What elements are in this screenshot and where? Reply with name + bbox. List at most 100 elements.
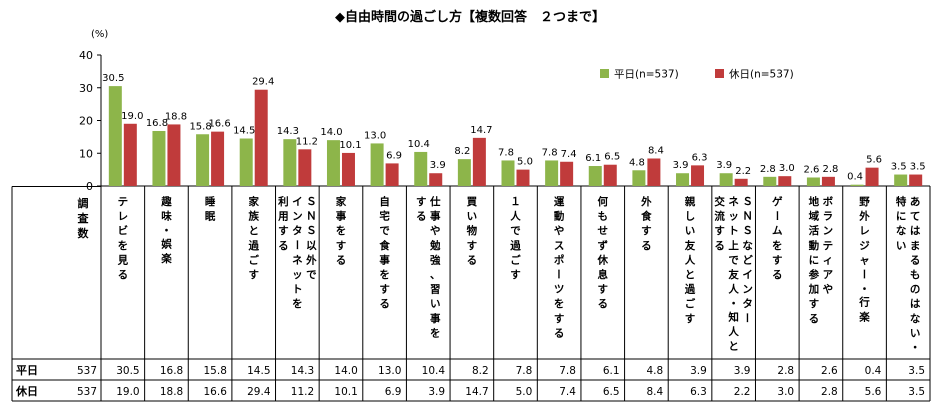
legend-swatch [600,69,609,78]
category-label-char: 宅 [379,210,390,223]
bar-value-label: 10.4 [408,139,430,150]
category-label-char: レ [859,225,870,237]
bar [298,149,312,186]
table-cell-value: 3.9 [734,365,751,377]
category-label-char: に [809,254,820,266]
category-label-char: 族 [248,210,259,223]
table-cell-value: 15.8 [204,365,227,377]
category-label-char: イ [292,196,303,208]
bar [894,174,908,186]
bar-value-label: 3.9 [716,160,732,171]
table-cell-value: 0.4 [865,365,882,377]
table-header-char: 調 [78,196,89,210]
table-cell-value: 3.9 [690,365,707,377]
category-label-char: す [379,284,390,296]
category-label-char: な [896,225,907,237]
category-label-char: ご [248,253,259,266]
category-label-char: 参 [809,268,820,281]
category-label-char: や [430,225,441,237]
category-label-char: す [598,284,609,296]
bar [239,138,253,186]
bar [806,177,820,186]
category-label-char: 家 [248,195,259,208]
table-cell-value: 14.3 [291,365,314,377]
category-label-char: ン [742,284,753,296]
category-label-char: を [554,298,565,310]
category-label-char: や [823,284,834,296]
bar [414,151,428,186]
bar [676,173,690,186]
bar-value-label: 2.2 [735,166,751,177]
category-label-char: ・ [728,298,739,310]
category-label-char: 人 [728,325,739,338]
bar [719,173,733,186]
category-label-char: 事 [336,210,347,223]
table-row-label: 平日 [16,364,38,377]
category-label-char: を [772,240,783,252]
chart-title: ◆自由時間の過ごし方【複数回答 ２つまで】 [335,9,605,25]
bar-value-label: 3.0 [779,163,795,174]
category-label-char: ボ [823,195,834,208]
legend: 平日(n=537) 休日(n=537) [600,69,794,81]
category-label-char: ゲ [772,195,783,208]
table-sample-size: 537 [77,365,97,377]
bar [457,159,471,186]
category-label-char: る [416,211,427,223]
category-label-char: や [554,225,565,237]
category-label-char: る [336,254,347,266]
category-label-char: タ [292,225,303,237]
category-label-char: す [278,225,289,237]
bar [254,89,268,186]
table-cell-value: 8.2 [472,365,489,377]
bar-value-label: 29.4 [252,77,274,88]
bar-value-label: 18.8 [165,111,187,122]
bar [691,165,705,186]
category-label-char: ー [552,269,564,280]
category-label-char: 習 [430,284,441,296]
bar-value-label: 2.6 [803,164,819,175]
category-label-char: ー [858,269,870,280]
category-label-char: ス [554,240,565,252]
category-label-char: い [685,225,696,237]
bar [108,86,122,186]
bar [588,166,602,186]
category-label-char: な [910,313,921,325]
category-label-char: 友 [684,239,696,252]
y-tick-label: 40 [79,49,93,62]
bar [196,134,210,186]
category-label-char: て [910,211,921,223]
category-label-char: 交 [714,195,725,208]
table-cell-value: 29.4 [247,386,271,398]
category-label-char: す [416,196,427,208]
category-label-char: 域 [809,210,820,223]
category-label-char: も [598,211,609,223]
category-label-char: ・ [161,225,172,237]
category-label-char: 睡 [205,195,216,208]
category-label-char: 野 [859,196,870,208]
category-label-char: テ [823,240,834,252]
category-label-char: す [336,240,347,252]
bar [909,174,923,186]
y-tick-label: 30 [79,82,93,95]
category-label-char: 何 [598,195,609,208]
category-label-char: 加 [808,283,820,296]
table-header-char: 査 [78,211,89,225]
bar [821,176,835,186]
bar [341,152,355,186]
table-cell-value: 16.6 [204,386,228,398]
table-cell-value: 30.5 [116,365,139,377]
table-cell-value: 14.7 [465,386,488,398]
bar-value-label: 7.8 [498,147,514,158]
category-label-char: １ [510,196,521,208]
category-label-char: 娯 [161,237,172,250]
category-label-char: 買 [467,196,478,208]
category-label-char: 勉 [429,239,441,252]
bar-value-label: 6.1 [585,153,601,164]
category-label-char: 仕 [429,195,441,208]
plot-area: 01020304030.519.016.818.815.816.614.529.… [79,49,930,193]
bar-value-label: 4.8 [629,157,645,168]
category-label-char: Ｎ [742,211,753,223]
bar-value-label: 3.9 [430,160,446,171]
table-cell-value: 3.9 [428,386,445,398]
